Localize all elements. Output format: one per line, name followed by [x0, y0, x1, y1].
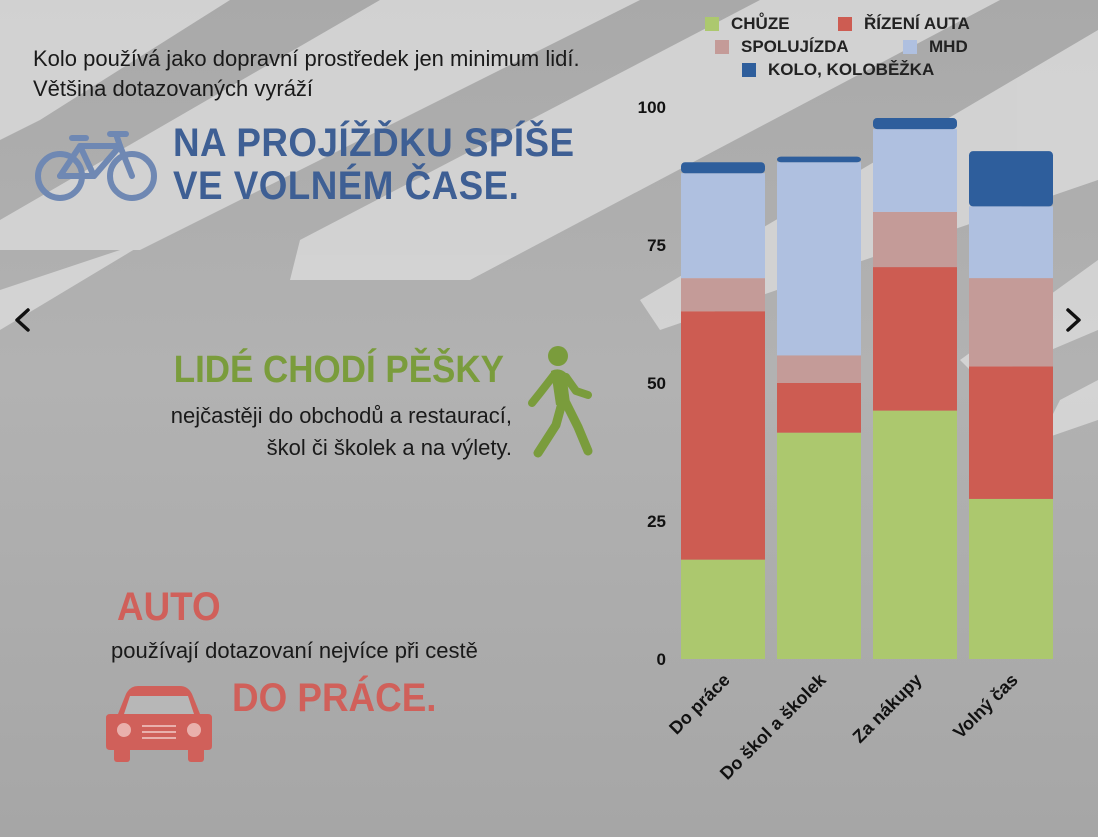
legend-item-mhd: MHD [903, 37, 968, 57]
legend-label-mhd: MHD [929, 37, 968, 56]
y-tick-label: 100 [638, 98, 666, 117]
bar-segment-mhd-volny-cas [969, 206, 1053, 279]
bar-segment-mhd-do-prace [681, 173, 765, 279]
bar-segment-chuze-do-prace [681, 559, 765, 659]
bar-segment-kolo-kolobezka-za-nakupy [873, 118, 957, 130]
y-tick-label: 75 [647, 236, 666, 255]
work-headline: DO PRÁCE. [232, 676, 437, 720]
legend-swatch-mhd [903, 40, 917, 54]
y-tick-label: 25 [647, 512, 666, 531]
legend-label-chuze: CHŮZE [731, 14, 790, 33]
x-category-label: Do práce [665, 670, 734, 739]
legend-label-spolujizda: SPOLUJÍZDA [741, 37, 849, 56]
bar-segment-spolujizda-volny-cas [969, 278, 1053, 367]
legend-label-rizeni-auta: ŘÍZENÍ AUTA [864, 14, 970, 33]
bar-segment-kolo-kolobezka-do-prace [681, 162, 765, 174]
bar-segment-chuze-volny-cas [969, 498, 1053, 659]
intro-text: Kolo používá jako dopravní prostředek je… [33, 46, 580, 101]
bar-segment-mhd-do-skol-a-skolek [777, 162, 861, 356]
walk-description-line1: nejčastěji do obchodů a restaurací, [170, 403, 512, 428]
walking-person-icon [528, 346, 593, 458]
legend-swatch-kolo [742, 63, 756, 77]
x-category-label: Do škol a školek [716, 669, 831, 784]
bicycle-icon [35, 131, 157, 201]
chevron-left-icon[interactable] [8, 300, 38, 340]
x-category-label: Volný čas [949, 670, 1022, 743]
bike-headline-line1: NA PROJÍŽĎKU SPÍŠE [173, 121, 575, 165]
x-category-label: Za nákupy [849, 670, 926, 747]
auto-headline: AUTO [117, 585, 221, 629]
y-tick-label: 0 [657, 650, 666, 669]
legend-item-chuze: CHŮZE [705, 14, 790, 34]
legend-swatch-chuze [705, 17, 719, 31]
legend-item-kolo: KOLO, KOLOBĚŽKA [742, 60, 934, 80]
bar-segment-chuze-za-nakupy [873, 410, 957, 659]
bar-segment-kolo-kolobezka-do-skol-a-skolek [777, 156, 861, 163]
bar-segment-rizeni-auta-volny-cas [969, 366, 1053, 499]
legend-item-spolujizda: SPOLUJÍZDA [715, 37, 849, 57]
bar-segment-rizeni-auta-do-prace [681, 311, 765, 560]
walk-headline: LIDÉ CHODÍ PĚŠKY [173, 349, 504, 391]
bar-segment-spolujizda-do-prace [681, 278, 765, 312]
bar-segment-spolujizda-za-nakupy [873, 211, 957, 268]
bar-segment-kolo-kolobezka-volny-cas [969, 151, 1053, 207]
bike-headline: NA PROJÍŽĎKU SPÍŠE VE VOLNÉM ČASE. [173, 122, 575, 208]
walk-description-line2: škol či školek a na výlety. [266, 435, 512, 460]
chevron-right-icon[interactable] [1058, 300, 1088, 340]
bar-segment-rizeni-auta-do-skol-a-skolek [777, 383, 861, 433]
legend-label-kolo: KOLO, KOLOBĚŽKA [768, 60, 935, 79]
car-icon [106, 686, 212, 762]
legend-item-rizeni-auta: ŘÍZENÍ AUTA [838, 14, 970, 34]
legend-swatch-rizeni-auta [838, 17, 852, 31]
bar-segment-rizeni-auta-za-nakupy [873, 267, 957, 411]
bar-segment-mhd-za-nakupy [873, 129, 957, 212]
bike-headline-line2: VE VOLNÉM ČASE. [173, 164, 520, 208]
legend-swatch-spolujizda [715, 40, 729, 54]
bar-segment-chuze-do-skol-a-skolek [777, 432, 861, 659]
walk-description: nejčastěji do obchodů a restaurací, škol… [52, 400, 512, 464]
y-tick-label: 50 [647, 374, 666, 393]
bar-segment-spolujizda-do-skol-a-skolek [777, 355, 861, 383]
auto-description: používají dotazovaní nejvíce při cestě [111, 638, 478, 663]
